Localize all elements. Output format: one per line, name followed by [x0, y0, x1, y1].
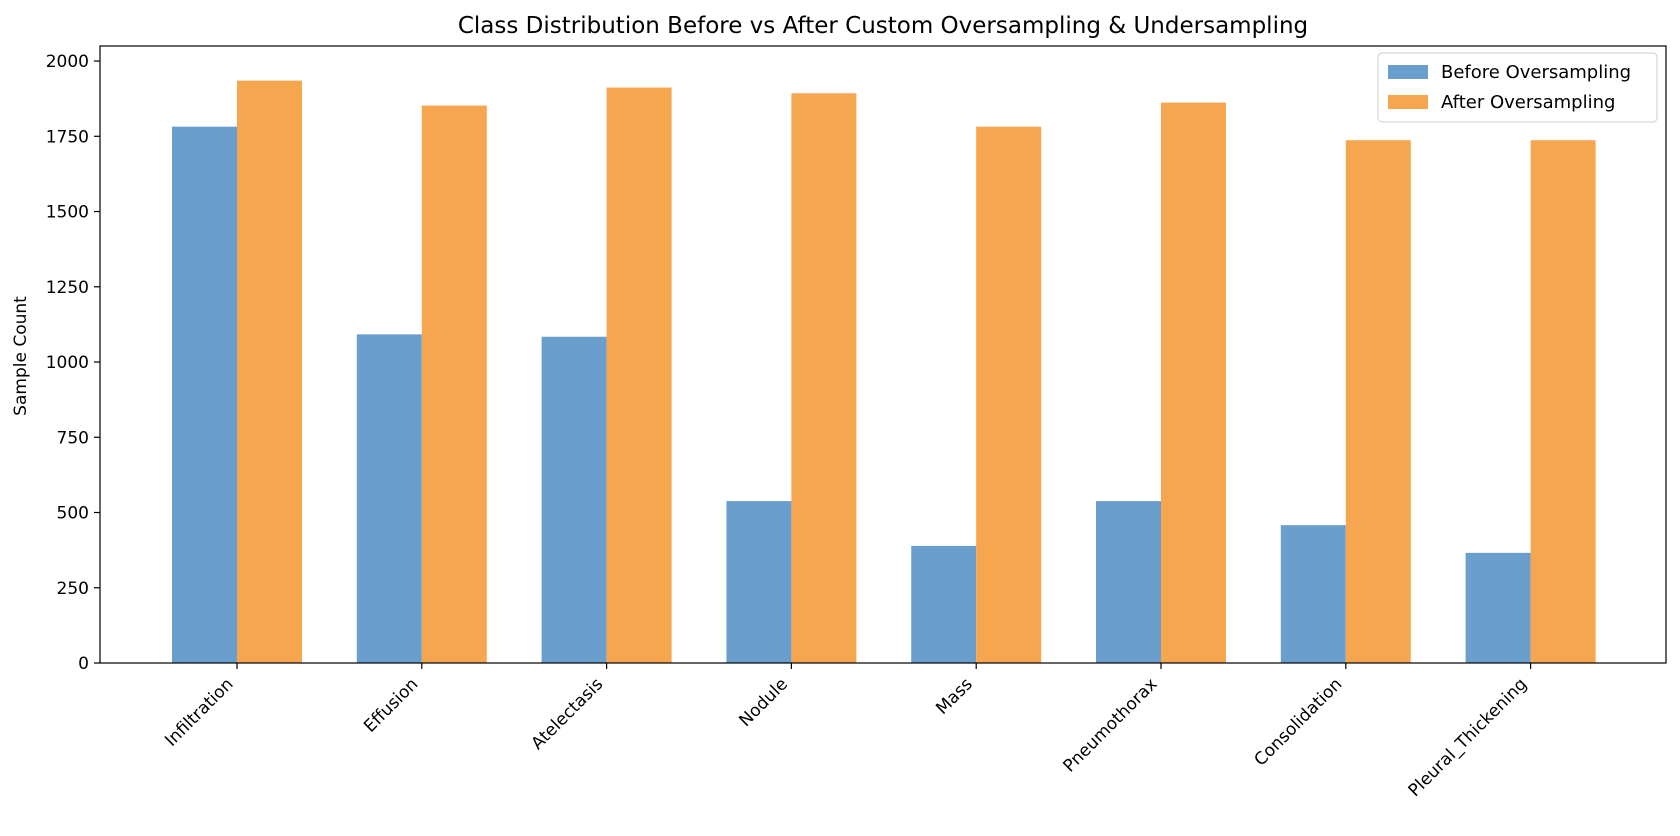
y-tick-label: 1500	[46, 203, 89, 223]
bar-after-effusion	[421, 105, 487, 664]
x-tick-label: Pneumothorax	[1060, 674, 1162, 776]
legend-swatch-after	[1388, 95, 1428, 109]
x-tick-label: Pleural_Thickening	[1405, 674, 1531, 800]
bar-after-consolidation	[1345, 140, 1411, 663]
legend-box	[1377, 52, 1658, 123]
y-tick-label: 500	[57, 504, 89, 524]
x-tick-label: Consolidation	[1251, 674, 1347, 770]
x-tick-label: Nodule	[735, 674, 791, 730]
x-tick-label: Infiltration	[161, 674, 237, 750]
legend-swatch-before	[1388, 65, 1428, 79]
legend-label-before: Before Oversampling	[1441, 62, 1631, 83]
x-tick-label: Mass	[932, 674, 977, 719]
bar-before-pneumothorax	[1096, 501, 1161, 663]
bar-after-mass	[976, 126, 1042, 664]
bar-after-nodule	[791, 93, 857, 663]
y-tick-label: 2000	[46, 52, 89, 72]
bar-after-atelectasis	[606, 87, 672, 663]
x-tick-label: Effusion	[360, 674, 422, 736]
bars-layer	[172, 80, 1596, 664]
bar-before-atelectasis	[541, 336, 607, 663]
y-tick-label: 0	[78, 654, 89, 674]
legend-label-after: After Oversampling	[1441, 92, 1615, 113]
y-tick-label: 1000	[46, 353, 89, 373]
bar-after-pleural_thickening	[1530, 140, 1596, 663]
y-tick-label: 250	[57, 579, 89, 599]
bar-after-pneumothorax	[1161, 102, 1226, 663]
y-tick-label: 1750	[46, 127, 89, 147]
bar-before-consolidation	[1280, 525, 1346, 663]
plot-frame	[99, 45, 1667, 664]
bar-before-effusion	[356, 334, 422, 663]
y-tick-label: 1250	[46, 278, 89, 298]
chart-title: Class Distribution Before vs After Custo…	[458, 13, 1308, 39]
x-tick-label: Atelectasis	[528, 674, 608, 754]
legend: Before Oversampling After Oversampling	[1377, 52, 1658, 123]
bar-before-infiltration	[172, 126, 237, 664]
bar-before-pleural_thickening	[1465, 552, 1531, 663]
bar-after-infiltration	[237, 80, 302, 664]
bar-before-mass	[911, 545, 977, 663]
y-axis-label: Sample Count	[11, 296, 31, 416]
bar-before-nodule	[726, 501, 792, 663]
y-tick-label: 750	[57, 428, 89, 448]
